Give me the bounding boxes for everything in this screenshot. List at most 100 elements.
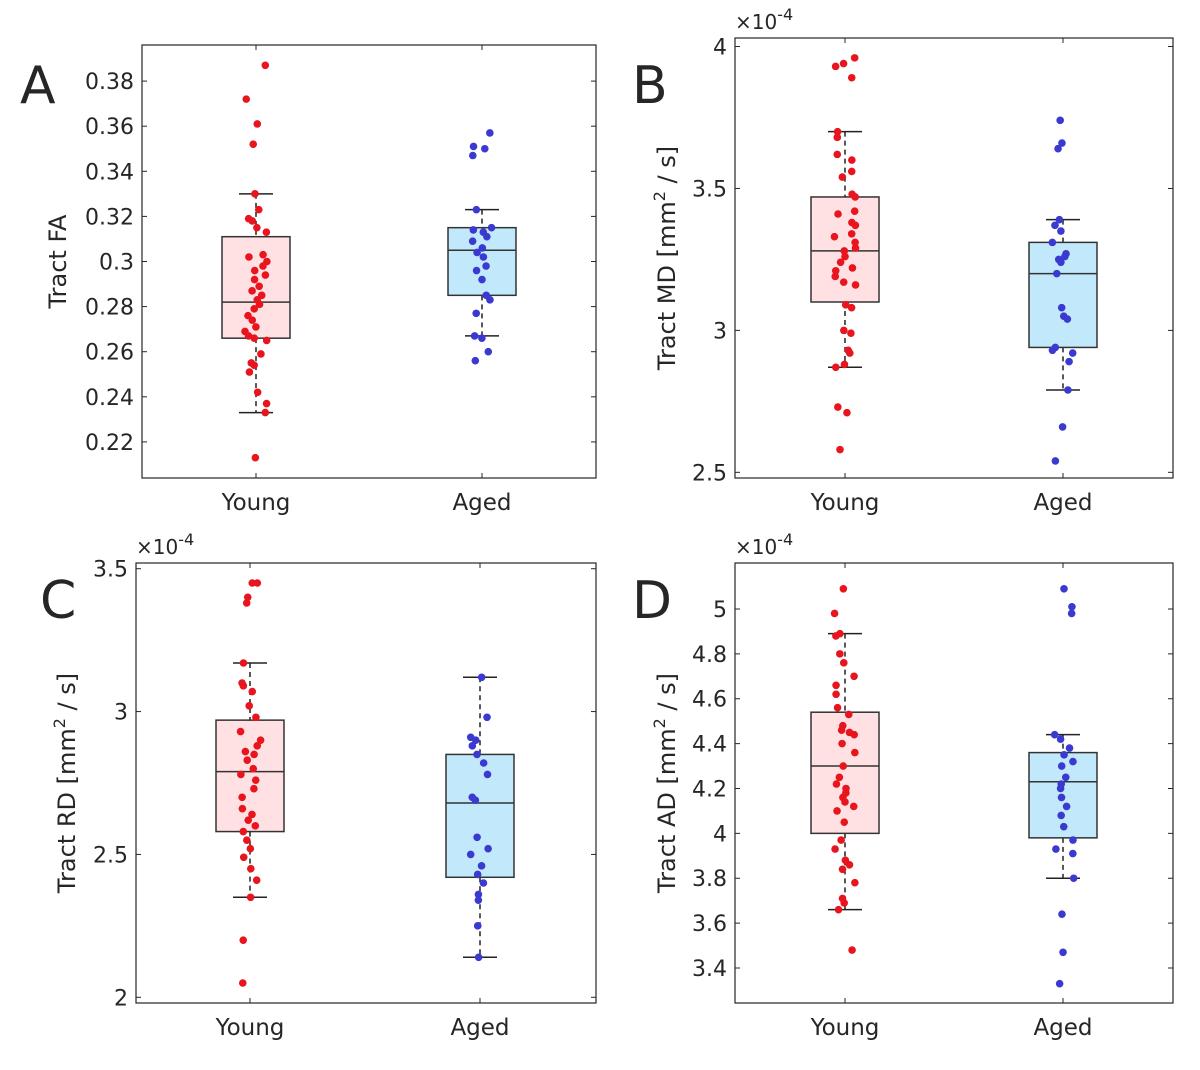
data-point — [248, 287, 256, 295]
y-tick-label: 0.32 — [85, 205, 134, 230]
data-point — [1048, 346, 1057, 355]
data-point — [249, 140, 258, 149]
data-point — [469, 151, 477, 160]
data-point — [1067, 609, 1076, 618]
group-aged — [1028, 116, 1098, 465]
data-point — [851, 221, 860, 230]
data-point — [238, 793, 246, 802]
data-point — [248, 579, 257, 587]
plot-area — [135, 562, 597, 1004]
data-point — [239, 659, 248, 667]
data-point — [466, 850, 475, 859]
y-tick-label: 4.6 — [692, 688, 727, 713]
data-point — [244, 816, 253, 824]
y-tick-label: 2.5 — [93, 843, 128, 868]
data-point — [483, 232, 491, 241]
y-tick-label: 3.8 — [692, 867, 727, 892]
data-point — [261, 408, 270, 417]
data-point — [1068, 349, 1077, 357]
data-point — [479, 253, 488, 261]
data-point — [1061, 252, 1069, 261]
data-point — [242, 599, 251, 607]
group-young — [810, 585, 880, 954]
data-point — [238, 804, 247, 813]
x-tick-label: Aged — [1033, 1015, 1092, 1041]
data-point — [239, 936, 248, 944]
group-aged — [447, 129, 517, 365]
data-point — [831, 845, 839, 853]
y-tick-label: 4.2 — [692, 777, 727, 802]
data-point — [470, 332, 479, 340]
y-axis-label: Tract FA — [44, 214, 72, 310]
data-point — [1051, 457, 1060, 465]
data-point — [1058, 910, 1066, 918]
data-point — [261, 271, 270, 279]
data-point — [257, 350, 265, 358]
data-point — [256, 736, 265, 744]
exponent-power: -4 — [178, 530, 194, 549]
data-point — [1060, 751, 1068, 759]
data-point — [243, 756, 252, 764]
data-point — [831, 62, 840, 71]
exponent-base: ×10 — [735, 10, 777, 34]
data-point — [478, 244, 487, 252]
data-point — [250, 275, 259, 284]
data-point — [832, 780, 841, 788]
data-point — [250, 334, 259, 342]
data-point — [851, 244, 860, 252]
y-tick-label: 0.22 — [85, 431, 134, 456]
data-point — [840, 326, 848, 335]
data-point — [468, 742, 477, 750]
y-tick-label: 0.36 — [85, 115, 134, 140]
data-point — [473, 870, 482, 879]
plot-area — [141, 44, 597, 479]
data-point — [839, 659, 848, 667]
group-young — [810, 54, 880, 454]
y-tick-label: 0.34 — [85, 160, 134, 185]
data-point — [1057, 227, 1065, 235]
data-point — [239, 853, 248, 862]
data-point — [831, 363, 840, 372]
y-tick-label: 4 — [713, 36, 727, 61]
data-point — [847, 167, 856, 176]
y-label-part: Tract AD [mm — [653, 728, 681, 894]
data-point — [1062, 802, 1071, 811]
data-point — [833, 127, 842, 136]
data-point — [1056, 116, 1064, 125]
data-point — [250, 266, 259, 275]
data-point — [252, 876, 261, 884]
data-point — [246, 893, 255, 902]
data-point — [483, 713, 491, 722]
data-point — [469, 142, 478, 151]
data-point — [830, 232, 839, 241]
data-point — [474, 953, 483, 962]
data-point — [1050, 730, 1059, 739]
data-point — [847, 329, 855, 338]
data-point — [832, 632, 840, 640]
data-point — [255, 282, 263, 291]
y-tick-label: 0.26 — [85, 341, 134, 366]
data-point — [473, 750, 481, 759]
data-point — [1059, 822, 1068, 831]
data-point — [478, 275, 486, 284]
data-point — [839, 585, 848, 593]
y-label-part: / s] — [53, 673, 81, 718]
data-point — [250, 784, 258, 793]
data-point — [1057, 811, 1065, 820]
data-point — [1059, 948, 1067, 957]
data-point — [847, 303, 856, 312]
y-tick-label: 0.38 — [85, 70, 134, 95]
data-point — [835, 773, 844, 782]
data-point — [477, 862, 486, 870]
data-point — [471, 356, 480, 365]
data-point — [251, 453, 260, 462]
data-point — [850, 730, 859, 739]
data-point — [851, 193, 859, 201]
data-point — [251, 190, 259, 198]
data-point — [245, 702, 254, 710]
x-tick-label: Young — [810, 490, 880, 516]
data-point — [253, 223, 261, 232]
x-tick-label: Young — [215, 1015, 285, 1041]
data-point — [473, 922, 482, 930]
x-tick-label: Aged — [450, 1015, 509, 1041]
